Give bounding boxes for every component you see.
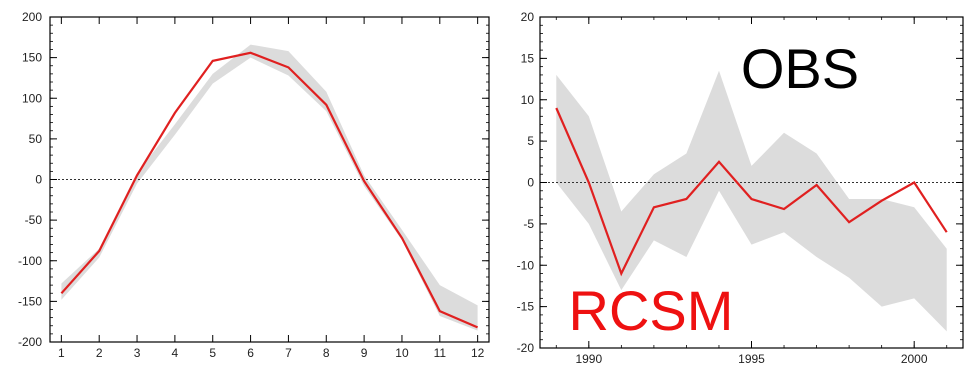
- x-tick-label: 4: [172, 346, 179, 360]
- y-tick-label: 0: [35, 173, 42, 187]
- y-tick-label: 20: [521, 10, 535, 24]
- y-tick-label: -10: [517, 258, 535, 272]
- y-tick-label: -200: [18, 335, 42, 349]
- y-tick-label: -50: [25, 213, 43, 227]
- x-tick-label: 12: [471, 346, 485, 360]
- obs-annotation: OBS: [741, 37, 859, 100]
- x-tick-label: 7: [285, 346, 292, 360]
- annual-anomaly-chart: 20 15 10 5 0 -5 -10 -15 -20 1990 1995 2000 OBS RCSM: [517, 10, 964, 365]
- y-tick-label: -15: [517, 300, 535, 314]
- y-tick-label: -5: [523, 217, 534, 231]
- rcsm-annotation: RCSM: [569, 279, 734, 342]
- x-tick-label: 9: [361, 346, 368, 360]
- y-tick-label: -100: [18, 254, 42, 268]
- x-tick-label: 3: [134, 346, 141, 360]
- x-tick-label: 1995: [738, 352, 765, 365]
- x-tick-label: 1: [58, 346, 65, 360]
- spread-band: [61, 44, 478, 331]
- x-tick-label: 2: [96, 346, 103, 360]
- data-line: [60, 51, 479, 329]
- y-tick-label: 0: [527, 176, 534, 190]
- y-tick-label: 5: [527, 134, 534, 148]
- y-tick-label: 10: [521, 93, 535, 107]
- y-tick-label: 100: [22, 91, 42, 105]
- y-tick-label: 50: [29, 132, 43, 146]
- x-tick-label: 8: [323, 346, 330, 360]
- spread-band: [556, 70, 947, 332]
- x-tick-label: 2000: [901, 352, 928, 365]
- x-tick-label: 10: [395, 346, 409, 360]
- x-tick-label: 5: [209, 346, 216, 360]
- data-line: [555, 107, 948, 277]
- y-tick-label: -20: [517, 341, 535, 355]
- x-tick-label: 6: [247, 346, 254, 360]
- y-tick-label: 15: [521, 51, 535, 65]
- x-tick-label: 11: [434, 346, 447, 360]
- y-tick-label: 150: [22, 51, 42, 65]
- y-tick-label: -150: [18, 294, 42, 308]
- x-tick-label: 1990: [575, 352, 602, 365]
- y-tick-label: 200: [22, 10, 42, 24]
